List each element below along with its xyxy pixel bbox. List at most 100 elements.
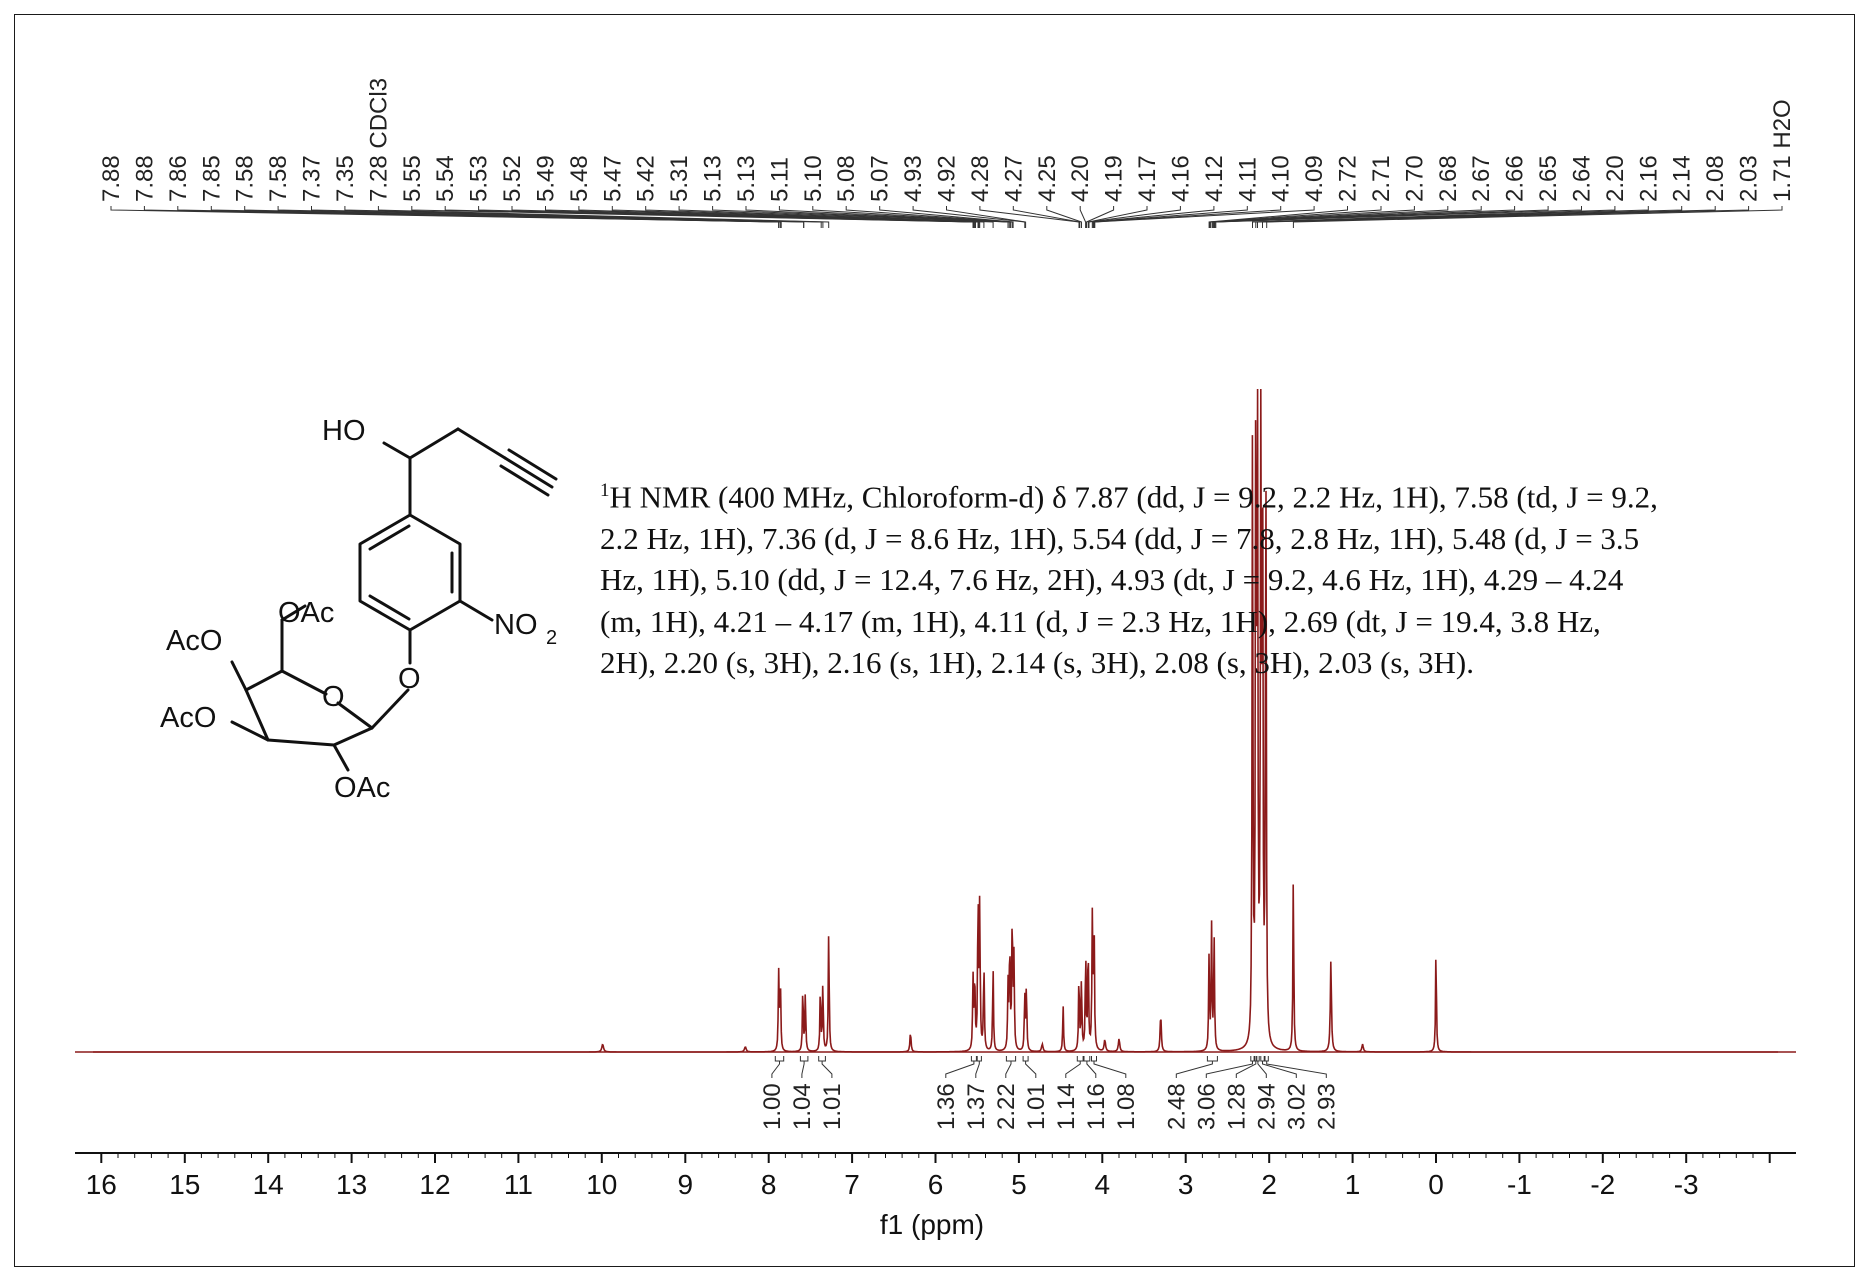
x-tick-label: 5 <box>1011 1169 1027 1200</box>
bond <box>244 688 270 742</box>
peak-label: 4.92 <box>934 155 961 202</box>
peak-label-connector <box>578 206 980 228</box>
bond <box>230 720 270 742</box>
bond <box>332 743 350 772</box>
x-tick-label: 14 <box>253 1169 284 1200</box>
integral-value: 2.22 <box>993 1083 1020 1130</box>
peak-label: 5.13 <box>700 155 727 202</box>
bond <box>280 669 328 696</box>
peak-label: 2.03 <box>1736 155 1763 202</box>
bond <box>382 441 412 460</box>
peak-label-connector <box>1046 206 1082 228</box>
integral-value: 1.08 <box>1113 1083 1140 1130</box>
peak-label-connector <box>1079 206 1087 228</box>
integral-value: 1.04 <box>789 1083 816 1130</box>
peak-label: 2.20 <box>1602 155 1629 202</box>
peak-label: 5.31 <box>666 155 693 202</box>
bond <box>266 738 336 747</box>
peak-label: 5.11 <box>766 157 793 202</box>
peak-label: 5.55 <box>399 155 426 202</box>
integral-value: 3.02 <box>1283 1083 1310 1130</box>
peak-label: 4.11 <box>1234 157 1261 202</box>
x-tick-label: 8 <box>761 1169 777 1200</box>
integral-connector <box>975 1061 980 1078</box>
bond <box>458 599 494 622</box>
x-tick-label: 16 <box>86 1169 117 1200</box>
x-tick-label: 10 <box>586 1169 617 1200</box>
peak-label-connector <box>912 206 1026 228</box>
x-tick-label: 9 <box>678 1169 694 1200</box>
x-tick-label: 2 <box>1261 1169 1277 1200</box>
peak-label: 4.17 <box>1134 155 1161 202</box>
integral-value: 2.94 <box>1253 1083 1280 1130</box>
integral-bracket <box>1076 1056 1084 1062</box>
acetoxy-label: OAc <box>334 772 390 804</box>
bond <box>280 604 307 622</box>
integral-value: 1.28 <box>1223 1083 1250 1130</box>
peak-label: 5.52 <box>499 155 526 202</box>
x-tick-label: 13 <box>336 1169 367 1200</box>
peak-label-connector <box>1093 206 1282 228</box>
peak-label: 7.88 <box>98 155 125 202</box>
ring-double-bond <box>368 524 411 551</box>
integral-value: 2.48 <box>1163 1083 1190 1130</box>
peak-label-connector <box>1214 206 1549 228</box>
peak-label: 2.64 <box>1569 155 1596 202</box>
integral-value: 1.16 <box>1083 1083 1110 1130</box>
peak-label-connector <box>377 206 830 228</box>
peak-label-connector <box>545 206 979 228</box>
acetoxy-label: AcO <box>160 702 216 734</box>
peak-label: 5.10 <box>800 155 827 202</box>
peak-label-connector <box>1212 206 1482 228</box>
x-tick-label: 6 <box>928 1169 944 1200</box>
peak-label: 7.58 <box>265 155 292 202</box>
integral-value: 1.36 <box>933 1083 960 1130</box>
integral-connector <box>1257 1061 1267 1078</box>
x-tick-label: 11 <box>504 1169 533 1200</box>
peak-label-connector <box>845 206 1013 228</box>
peak-label-connector <box>1208 206 1348 228</box>
peak-label-connector <box>210 206 782 228</box>
integral-value: 1.14 <box>1053 1083 1080 1130</box>
peak-label: 7.35 <box>332 155 359 202</box>
x-tick-label: 1 <box>1345 1169 1361 1200</box>
integral-connector <box>1266 1061 1327 1078</box>
peak-label: 7.37 <box>299 155 326 202</box>
integral-connector <box>801 1061 805 1078</box>
integral-value: 3.06 <box>1193 1083 1220 1130</box>
triple-bond <box>499 464 550 497</box>
integral-connector <box>1086 1061 1097 1078</box>
integral-connector <box>945 1061 975 1078</box>
x-tick-label: -1 <box>1507 1169 1532 1200</box>
integral-bracket <box>818 1056 826 1062</box>
integral-value: 1.01 <box>1023 1083 1050 1130</box>
triple-bond <box>503 456 554 489</box>
integral-value: 1.00 <box>759 1083 786 1130</box>
peak-label-connector <box>1257 206 1683 228</box>
peak-label: 4.20 <box>1067 155 1094 202</box>
peak-label-connector <box>812 206 1012 228</box>
peak-label-connector <box>1088 206 1181 228</box>
bond <box>408 427 460 460</box>
integral-value: 1.37 <box>963 1083 990 1130</box>
x-axis: 16 15 14 13 12 11 10 9 8 7 6 5 4 3 2 1 0 -1 -2 -3 <box>75 1152 1796 1200</box>
peak-label: 4.93 <box>900 155 927 202</box>
bond <box>456 427 507 460</box>
acetoxy-label: AcO <box>166 625 222 657</box>
integral-bracket <box>1250 1056 1255 1062</box>
peak-label: 2.70 <box>1401 155 1428 202</box>
peak-label-connector <box>344 206 824 228</box>
integral-bracket <box>1260 1056 1265 1062</box>
peak-label-connector <box>645 206 985 228</box>
peak-label: 5.42 <box>633 155 660 202</box>
integral-connector <box>1065 1061 1081 1078</box>
peak-label: 4.10 <box>1268 155 1295 202</box>
integral-bracket <box>1083 1056 1091 1062</box>
x-tick-label: 7 <box>844 1169 860 1200</box>
peak-label-connector <box>1012 206 1081 228</box>
bond <box>332 726 374 747</box>
peak-label-connector <box>1086 206 1115 228</box>
peak-label-connector <box>1087 206 1148 228</box>
peak-label-connector <box>1210 206 1415 228</box>
integral-bracket <box>1264 1056 1269 1062</box>
